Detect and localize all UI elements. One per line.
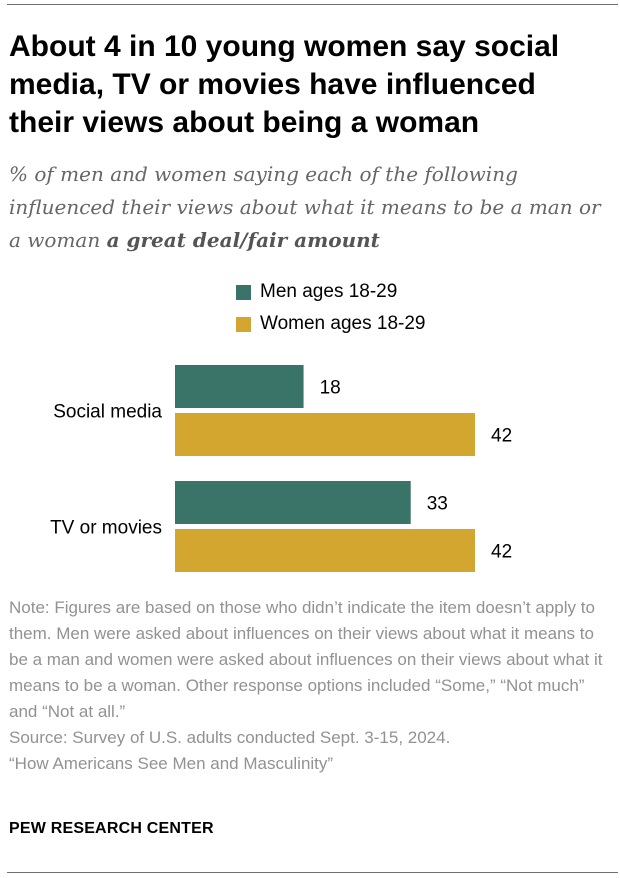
data-label-women-ages-18-29-social-media: 42	[491, 426, 512, 447]
subtitle-emphasis: a great deal/fair amount	[106, 228, 380, 252]
legend-label-women: Women ages 18-29	[260, 313, 426, 334]
source-text: Source: Survey of U.S. adults conducted …	[9, 728, 451, 747]
legend-item-men: Men ages 18-29	[236, 276, 425, 308]
legend-swatch-men	[236, 284, 251, 300]
bar-women-ages-18-29-tv-or-movies	[175, 529, 475, 572]
legend-swatch-women	[236, 316, 251, 332]
legend-label-men: Men ages 18-29	[260, 281, 398, 302]
organization-footer: PEW RESEARCH CENTER	[9, 820, 214, 837]
chart-notes: Note: Figures are based on those who did…	[9, 595, 617, 777]
top-rule	[7, 4, 618, 5]
legend-item-women: Women ages 18-29	[236, 308, 425, 340]
report-title: “How Americans See Men and Masculinity”	[9, 754, 334, 773]
subtitle-text: % of men and women saying each of the fo…	[9, 162, 601, 252]
category-label-social-media: Social media	[53, 402, 162, 423]
bar-women-ages-18-29-social-media	[175, 413, 475, 456]
data-label-men-ages-18-29-tv-or-movies: 33	[427, 494, 448, 515]
category-label-tv-or-movies: TV or movies	[50, 518, 162, 539]
legend: Men ages 18-29 Women ages 18-29	[236, 276, 425, 340]
chart-subtitle: % of men and women saying each of the fo…	[9, 158, 614, 257]
bottom-rule	[7, 872, 618, 873]
data-label-men-ages-18-29-social-media: 18	[320, 378, 341, 399]
bar-men-ages-18-29-tv-or-movies	[175, 481, 411, 524]
note-text: Note: Figures are based on those who did…	[9, 598, 603, 721]
bar-men-ages-18-29-social-media	[175, 365, 304, 408]
data-label-women-ages-18-29-tv-or-movies: 42	[491, 542, 512, 563]
bar-chart: Social media 18 42 TV or movies 33 42	[50, 365, 512, 572]
chart-title: About 4 in 10 young women say social med…	[9, 30, 560, 139]
